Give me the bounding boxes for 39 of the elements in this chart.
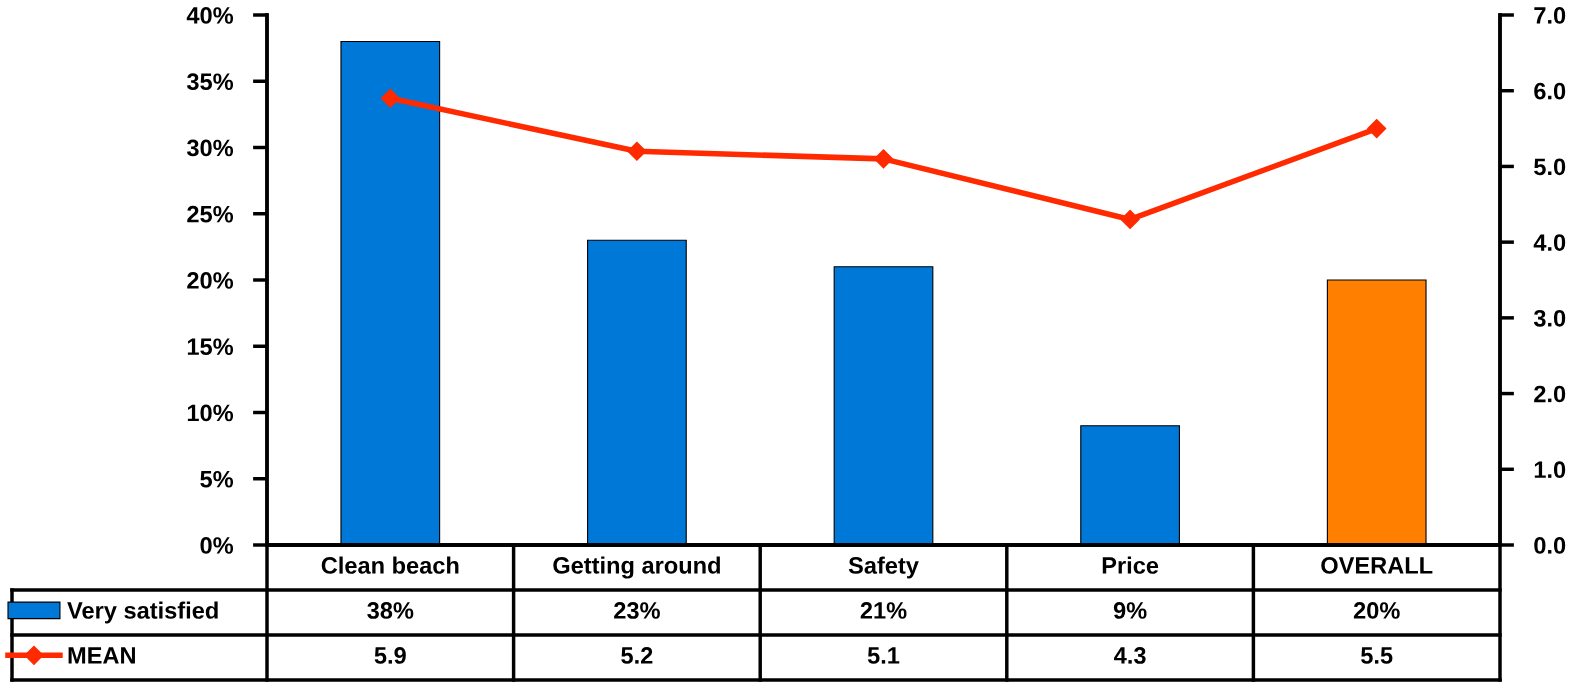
data-label: 38% (367, 602, 414, 619)
data-label: 5.2 (621, 647, 653, 664)
y2-tick-label: 0.0 (1534, 537, 1566, 554)
y2-tick-label: 6.0 (1534, 82, 1566, 100)
y-tick-label: 0% (200, 537, 234, 554)
point (380, 88, 400, 108)
x-tick-label: Getting around (553, 556, 720, 579)
point (873, 149, 894, 169)
point (627, 141, 647, 161)
point (1120, 209, 1140, 229)
point (1367, 119, 1387, 139)
legend-label: MEAN (68, 647, 135, 664)
data-label: 23% (614, 602, 660, 619)
y2-tick-label: 7.0 (1534, 7, 1566, 24)
x-tick-label: OVERALL (1321, 557, 1433, 574)
y-tick-label: 30% (186, 139, 234, 157)
x-tick-label: Clean beach (321, 556, 459, 574)
y2-tick-label: 3.0 (1533, 309, 1566, 327)
x-tick-label: Price (1102, 556, 1159, 574)
y-tick-label: 20% (187, 272, 234, 289)
y-tick-label: 40% (186, 7, 234, 24)
data-label: 21% (860, 602, 907, 619)
data-label: 4.3 (1114, 647, 1146, 664)
y2-tick-label: 5.0 (1534, 158, 1566, 176)
x-tick-label: Safety (848, 556, 919, 579)
data-label: 9% (1113, 602, 1147, 619)
y-tick-label: 10% (187, 404, 234, 422)
data-label: 5.5 (1361, 647, 1393, 664)
y-tick-label: 15% (187, 338, 234, 356)
y-tick-label: 5% (200, 470, 234, 488)
y-tick-label: 25% (187, 205, 234, 223)
y-tick-label: 35% (186, 73, 234, 91)
legend-label: Very satisfied (67, 601, 218, 624)
data-label: 20% (1353, 602, 1400, 619)
y2-tick-label: 2.0 (1534, 385, 1566, 403)
data-label: 5.1 (867, 647, 900, 664)
y2-tick-label: 4.0 (1533, 234, 1566, 251)
data-label: 5.9 (374, 647, 406, 664)
y2-tick-label: 1.0 (1534, 461, 1566, 479)
